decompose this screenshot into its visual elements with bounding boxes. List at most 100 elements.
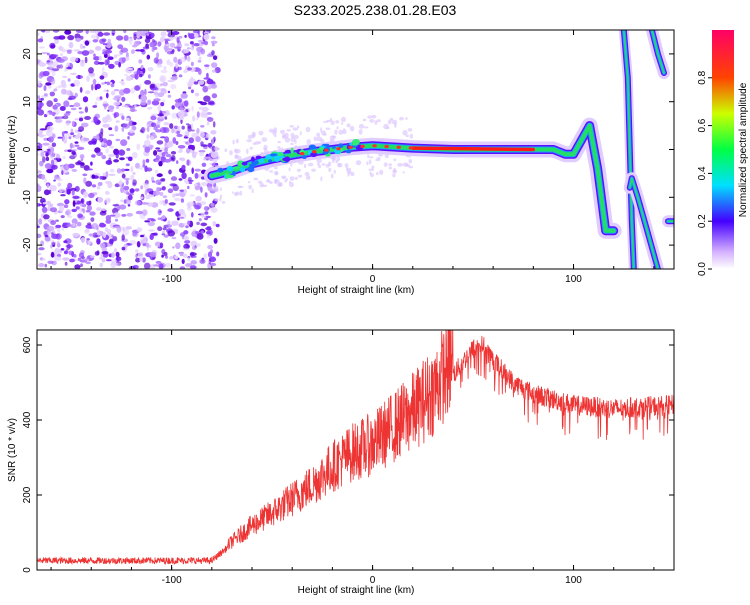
noise-blob: [210, 83, 217, 89]
noise-blob: [56, 176, 61, 180]
noise-blob: [176, 36, 180, 44]
noise-blob: [176, 133, 183, 138]
noise-blob: [73, 149, 77, 152]
noise-blob: [51, 78, 56, 85]
noise-blob: [121, 246, 126, 251]
noise-blob: [196, 111, 200, 118]
noise-blob: [139, 73, 143, 78]
noise-blob: [128, 129, 135, 134]
noise-blob: [134, 188, 140, 192]
noise-blob: [103, 89, 107, 92]
noise-blob: [132, 172, 136, 175]
noise-blob: [75, 161, 81, 166]
snr-axes: -100 0 100 0 200 400 600: [22, 330, 674, 586]
noise-blob: [156, 149, 163, 152]
noise-blob: [75, 37, 81, 42]
faint-blob: [332, 157, 337, 161]
noise-blob: [187, 257, 191, 262]
faint-blob: [392, 173, 396, 178]
noise-blob: [108, 127, 113, 131]
noise-blob: [123, 243, 129, 248]
noise-blob: [61, 83, 67, 89]
faint-blob: [288, 167, 291, 172]
noise-blob: [149, 41, 156, 48]
noise-blob: [165, 153, 172, 158]
noise-blob: [54, 159, 58, 165]
noise-blob: [178, 208, 185, 215]
noise-blob: [146, 134, 150, 140]
noise-blob: [121, 214, 127, 217]
noise-blob: [117, 181, 124, 186]
noise-blob: [140, 89, 145, 97]
noise-blob: [184, 34, 187, 38]
ridge-blob: [277, 155, 285, 159]
noise-blob: [113, 248, 118, 253]
noise-blob: [70, 128, 74, 133]
noise-blob: [210, 130, 217, 135]
noise-blob: [169, 42, 176, 48]
noise-blob: [162, 81, 168, 87]
noise-blob: [136, 30, 143, 37]
faint-blob: [239, 185, 244, 189]
noise-blob: [176, 130, 180, 135]
noise-blob: [182, 248, 190, 251]
noise-blob: [41, 174, 46, 180]
colorbar-label: Normalized spectral amplitude: [738, 82, 749, 217]
noise-blob: [151, 100, 160, 106]
noise-blob: [167, 208, 174, 212]
noise-blob: [171, 220, 179, 226]
snr-ytick-label: 400: [22, 411, 33, 428]
noise-blob: [121, 96, 126, 102]
noise-blob: [61, 131, 65, 137]
noise-blob: [134, 85, 141, 91]
noise-blob: [93, 56, 100, 61]
snr-plot-area: [37, 330, 674, 566]
noise-blob: [207, 245, 214, 250]
noise-blob: [37, 153, 40, 156]
faint-blob: [311, 168, 317, 172]
faint-blob: [393, 158, 397, 162]
noise-blob: [200, 141, 204, 147]
noise-blob: [92, 175, 99, 179]
noise-blob: [115, 251, 120, 258]
noise-blob: [127, 204, 131, 207]
noise-blob: [37, 133, 40, 137]
noise-blob: [156, 140, 164, 145]
noise-blob: [106, 81, 111, 86]
noise-blob: [199, 259, 206, 264]
noise-blob: [71, 189, 75, 196]
noise-blob: [155, 186, 160, 192]
noise-blob: [114, 125, 119, 132]
faint-blob: [299, 131, 302, 136]
snr-ytick-label: 0: [22, 567, 33, 573]
faint-blob: [251, 188, 254, 194]
noise-blob: [124, 177, 130, 181]
noise-blob: [198, 80, 205, 85]
noise-blob: [129, 36, 133, 39]
noise-blob: [150, 219, 156, 222]
noise-blob: [125, 199, 132, 205]
noise-blob: [63, 156, 66, 159]
noise-blob: [197, 51, 201, 57]
noise-blob: [202, 85, 209, 93]
colorbar-gradient: [712, 30, 734, 269]
noise-blob: [71, 120, 75, 127]
noise-blob: [40, 151, 45, 158]
noise-blob: [144, 80, 152, 85]
noise-blob: [157, 226, 163, 232]
noise-blob: [74, 264, 81, 269]
noise-blob: [92, 105, 98, 108]
noise-blob: [50, 244, 53, 249]
noise-blob: [102, 51, 108, 55]
noise-blob: [46, 52, 50, 56]
noise-blob: [195, 202, 202, 210]
noise-blob: [205, 133, 210, 138]
noise-blob: [151, 176, 155, 182]
noise-blob: [63, 240, 68, 244]
faint-blob: [409, 133, 413, 139]
noise-blob: [55, 118, 63, 123]
noise-blob: [91, 184, 97, 188]
streak-inner: [629, 177, 659, 269]
noise-blob: [173, 197, 181, 202]
